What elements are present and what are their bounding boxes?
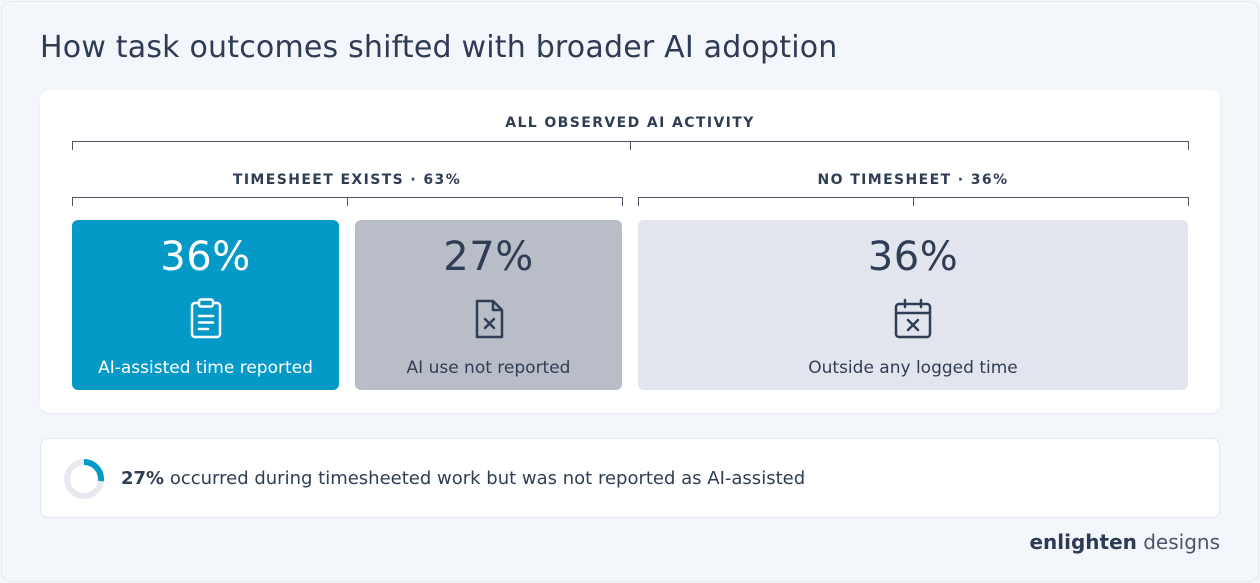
bracket-timesheet-tick-right bbox=[622, 197, 623, 206]
segment-outside-label: Outside any logged time bbox=[808, 358, 1018, 378]
brand-logo: enlighten designs bbox=[1029, 530, 1220, 554]
segment-not-reported: 27% AI use not reported bbox=[355, 220, 622, 390]
summary-text: 27% occurred during timesheeted work but… bbox=[121, 468, 805, 489]
bracket-timesheet-tick-left bbox=[72, 197, 73, 206]
bracket-all-label: ALL OBSERVED AI ACTIVITY bbox=[497, 115, 763, 131]
clipboard-icon bbox=[190, 298, 221, 339]
calendar-x-icon bbox=[894, 298, 932, 339]
segment-outside-value: 36% bbox=[867, 234, 959, 280]
segment-not-reported-label: AI use not reported bbox=[406, 358, 571, 378]
bracket-no-timesheet-tick-right bbox=[1188, 197, 1189, 206]
summary-note: 27% occurred during timesheeted work but… bbox=[40, 438, 1220, 518]
bracket-no-timesheet-label: NO TIMESHEET · 36% bbox=[809, 172, 1017, 188]
breakdown-card: ALL OBSERVED AI ACTIVITY TIMESHEET EXIST… bbox=[40, 90, 1220, 413]
segment-not-reported-value: 27% bbox=[443, 234, 534, 280]
page-title: How task outcomes shifted with broader A… bbox=[40, 30, 838, 65]
bracket-all-tick-right bbox=[1188, 141, 1189, 150]
brand-part-1: enlighten bbox=[1029, 530, 1137, 554]
summary-description: occurred during timesheeted work but was… bbox=[164, 468, 806, 489]
bracket-no-timesheet-tick-mid bbox=[913, 197, 914, 206]
segment-reported-value: 36% bbox=[160, 234, 251, 280]
donut-icon bbox=[64, 459, 104, 499]
summary-value: 27% bbox=[121, 468, 165, 489]
segment-reported-label: AI-assisted time reported bbox=[98, 358, 313, 378]
bracket-all-tick-left bbox=[72, 141, 73, 150]
bracket-timesheet-tick-mid bbox=[347, 197, 348, 206]
bracket-timesheet-label: TIMESHEET EXISTS · 63% bbox=[224, 172, 470, 188]
segment-outside: 36% Outside any logged time bbox=[638, 220, 1188, 390]
bracket-no-timesheet-tick-left bbox=[638, 197, 639, 206]
bracket-all-tick-mid bbox=[630, 141, 631, 150]
segment-reported: 36% AI-assisted time reported bbox=[72, 220, 339, 390]
file-x-icon bbox=[475, 299, 503, 339]
brand-part-2: designs bbox=[1136, 530, 1220, 554]
